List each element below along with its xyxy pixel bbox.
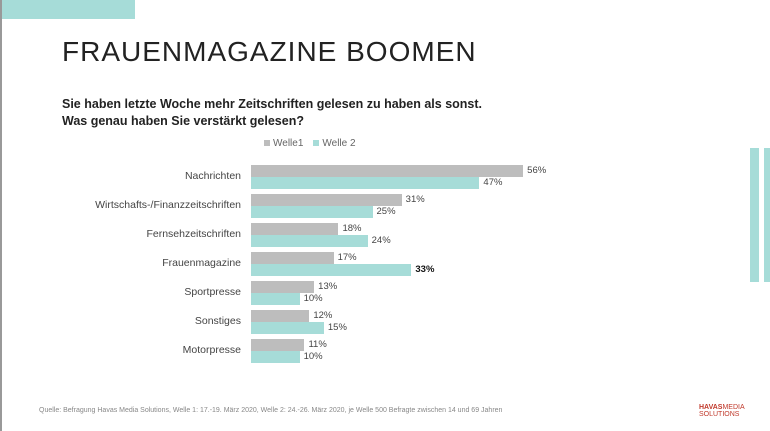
bar-welle1	[251, 310, 310, 322]
slide-title: FRAUENMAGAZINE BOOMEN	[62, 36, 477, 67]
bar-welle2	[251, 264, 412, 276]
category-label: Fernsehzeitschriften	[146, 228, 241, 240]
right-accent-bar	[764, 148, 770, 282]
data-label: 47%	[483, 177, 503, 188]
legend-item-welle2: Welle 2	[313, 138, 356, 149]
bar-welle1	[251, 223, 339, 235]
bar-welle2	[251, 177, 480, 189]
data-label: 25%	[376, 206, 396, 217]
bar-welle2	[251, 351, 300, 363]
data-label: 10%	[303, 293, 323, 304]
chart-question: Sie haben letzte Woche mehr Zeitschrifte…	[62, 97, 483, 128]
bar-welle2	[251, 235, 368, 247]
legend-label: Welle 2	[322, 138, 356, 149]
category-label: Sportpresse	[184, 286, 241, 298]
data-label: 31%	[405, 194, 425, 205]
legend: Welle1 Welle 2	[264, 138, 356, 149]
bar-welle1	[251, 339, 305, 351]
legend-swatch	[313, 140, 320, 147]
data-label: 10%	[303, 351, 323, 362]
bar-welle1	[251, 165, 524, 177]
havas-logo: HAVASMEDIA SOLUTIONS	[699, 404, 745, 418]
category-label: Wirtschafts-/Finanzzeitschriften	[95, 199, 241, 211]
right-accent-bar	[750, 148, 759, 282]
data-label: 15%	[327, 322, 347, 333]
data-label: 11%	[308, 339, 327, 350]
data-label: 17%	[337, 252, 357, 263]
data-label: 12%	[313, 310, 333, 321]
category-label: Motorpresse	[182, 344, 241, 356]
bar-welle1	[251, 194, 402, 206]
legend-label: Welle1	[273, 138, 304, 149]
bar-welle2	[251, 293, 300, 305]
category-label: Nachrichten	[184, 170, 241, 182]
bar-welle1	[251, 252, 334, 264]
legend-swatch	[264, 140, 270, 147]
category-label: Sonstiges	[194, 315, 241, 327]
bar-welle2	[251, 206, 373, 218]
data-label: 24%	[371, 235, 391, 246]
top-accent-bar	[2, 0, 135, 19]
data-label: 56%	[527, 165, 547, 176]
bar-welle2	[251, 322, 324, 334]
category-label: Frauenmagazine	[162, 257, 241, 269]
source-note: Quelle: Befragung Havas Media Solutions,…	[39, 407, 503, 414]
legend-item-welle1: Welle1	[264, 138, 303, 149]
data-label: 13%	[318, 281, 338, 292]
data-label: 18%	[342, 223, 362, 234]
bar-welle1	[251, 281, 315, 293]
data-label: 33%	[415, 264, 435, 275]
